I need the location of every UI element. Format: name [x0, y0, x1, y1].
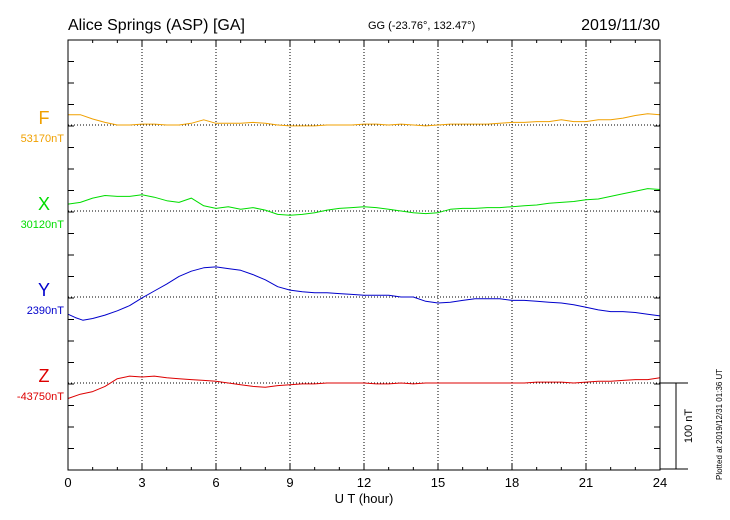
station-coordinates: GG (-23.76°, 132.47°): [368, 20, 475, 32]
scale-bar: 100 nT: [660, 382, 695, 470]
series-lines: [67, 113, 661, 399]
axis-ticks: 0 3 6 9 12 15 18 21 24: [64, 40, 667, 490]
series-name-y: Y: [38, 280, 50, 300]
x-tick-label-12: 12: [357, 475, 371, 490]
plot-frame: [67, 39, 661, 471]
x-tick-label-0: 0: [64, 475, 71, 490]
series-baseline-label-z: -43750nT: [17, 391, 64, 403]
scale-bar-label: 100 nT: [683, 409, 695, 444]
series-name-f: F: [39, 108, 50, 128]
x-tick-label-24: 24: [653, 475, 667, 490]
x-tick-label-18: 18: [505, 475, 519, 490]
x-tick-label-3: 3: [138, 475, 145, 490]
x-tick-label-21: 21: [579, 475, 593, 490]
series-line-x: [67, 188, 661, 216]
x-tick-label-6: 6: [212, 475, 219, 490]
series-line-z: [67, 375, 661, 399]
plot-date: 2019/11/30: [581, 17, 660, 34]
series-baseline-label-x: 30120nT: [21, 219, 65, 231]
plotted-timestamp: Plotted at 2019/12/31 01:36 UT: [715, 369, 724, 480]
station-title: Alice Springs (ASP) [GA]: [68, 17, 245, 34]
series-line-f: [68, 113, 661, 127]
series-labels: F 53170nT X 30120nT Y 2390nT Z -43750nT: [17, 108, 64, 403]
series-baseline-label-y: 2390nT: [27, 305, 65, 317]
grid-lines: [141, 40, 587, 470]
x-axis-label: U T (hour): [335, 491, 394, 506]
series-baseline-label-f: 53170nT: [21, 133, 65, 145]
series-name-x: X: [38, 194, 50, 214]
series-line-y: [67, 266, 661, 321]
x-tick-label-15: 15: [431, 475, 445, 490]
x-tick-label-9: 9: [286, 475, 293, 490]
series-name-z: Z: [39, 366, 50, 386]
